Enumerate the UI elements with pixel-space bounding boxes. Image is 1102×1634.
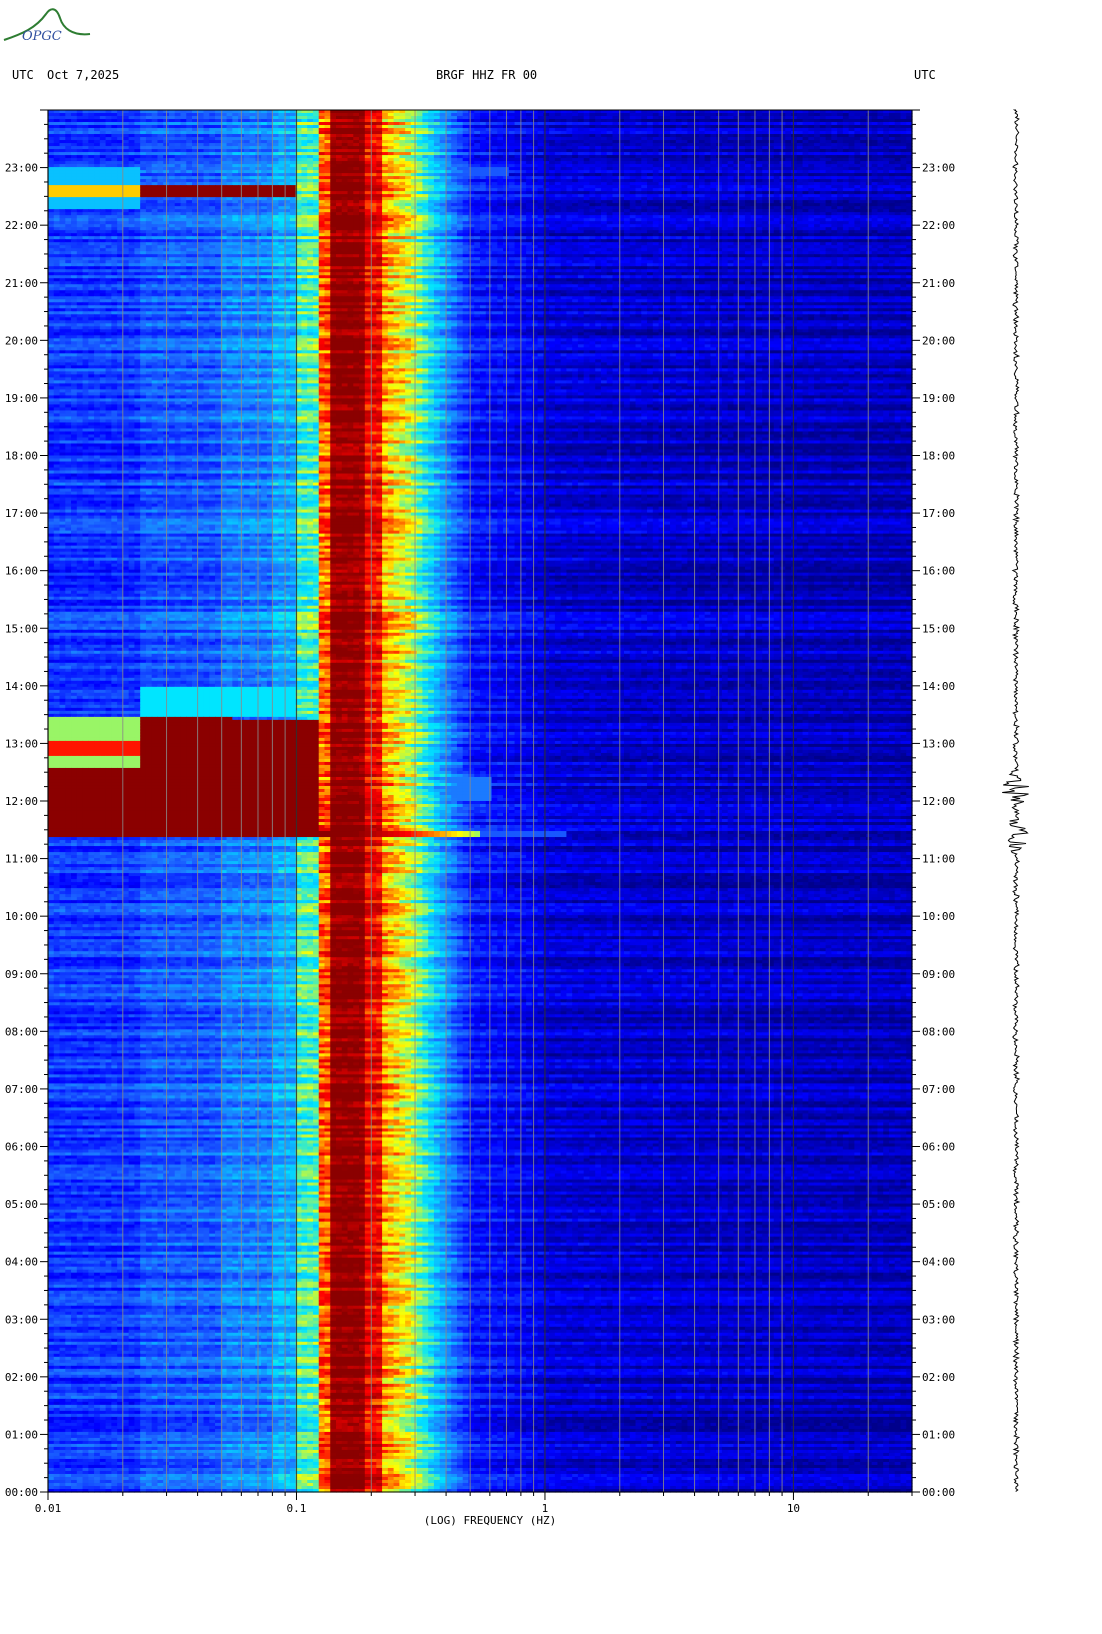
spectrogram-heatmap xyxy=(48,110,913,1493)
